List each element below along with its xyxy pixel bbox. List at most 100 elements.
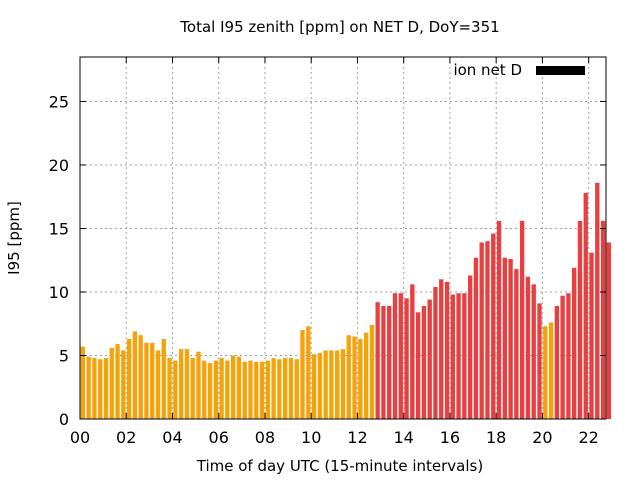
bar [392, 293, 398, 419]
bar [485, 241, 490, 419]
bar [502, 257, 507, 419]
bar [335, 350, 340, 419]
bar [132, 331, 138, 419]
bar [230, 355, 236, 419]
bar [519, 220, 525, 419]
bar [323, 350, 328, 419]
y-tick-label: 5 [59, 346, 69, 365]
bar [155, 350, 161, 419]
bar [491, 233, 496, 419]
bar [126, 338, 132, 419]
bar [271, 358, 276, 419]
bar [496, 220, 502, 419]
bar [86, 356, 91, 419]
bar [173, 360, 178, 419]
bar [398, 293, 403, 419]
bar [583, 192, 588, 419]
bar [381, 305, 386, 419]
x-tick-label: 20 [532, 428, 552, 447]
bar [277, 359, 282, 419]
bar [207, 363, 213, 419]
x-tick-label: 16 [440, 428, 460, 447]
x-tick-label: 14 [394, 428, 414, 447]
bar [265, 360, 270, 419]
bar [508, 258, 513, 419]
bar [213, 360, 218, 419]
bar [184, 349, 190, 419]
ticks-layer: 0 5 10 15 20 25 00 02 04 06 08 10 12 14 16 18 20 22 [49, 57, 606, 447]
y-tick-label: 10 [49, 283, 69, 302]
bar [340, 349, 346, 419]
x-tick-label: 18 [486, 428, 506, 447]
bar [387, 305, 392, 419]
bar [589, 252, 594, 419]
bar [236, 356, 242, 419]
chart-title: Total I95 zenith [ppm] on NET D, DoY=351 [179, 18, 499, 36]
bar [433, 286, 438, 419]
bar [248, 360, 253, 419]
bar [144, 342, 149, 419]
x-tick-label: 00 [70, 428, 90, 447]
bar [98, 359, 103, 419]
bar [150, 342, 155, 419]
bar [450, 294, 455, 419]
y-tick-label: 25 [49, 92, 69, 111]
plot-frame [79, 56, 607, 420]
bar [329, 350, 334, 419]
bar [202, 360, 207, 419]
y-tick-label: 20 [49, 156, 69, 175]
bar [439, 279, 444, 419]
bars-layer [80, 182, 612, 419]
bar [600, 220, 606, 419]
bar [410, 284, 415, 419]
bar [560, 295, 565, 419]
legend-swatch [536, 66, 585, 75]
bar [288, 358, 294, 419]
bar [109, 347, 114, 419]
bar [456, 293, 461, 419]
bar [421, 305, 427, 419]
bar [548, 322, 554, 419]
bar [121, 350, 126, 419]
bar [369, 325, 375, 419]
bar [537, 303, 542, 419]
x-tick-label: 06 [209, 428, 229, 447]
bar [358, 338, 363, 419]
bar [219, 358, 224, 419]
bar [92, 358, 97, 419]
grid-layer [80, 57, 606, 419]
bar [254, 361, 259, 419]
bar [115, 344, 120, 419]
bar [138, 335, 143, 419]
bar [259, 361, 265, 419]
bar [577, 220, 583, 419]
y-tick-label: 0 [59, 410, 69, 429]
x-tick-label: 02 [116, 428, 136, 447]
bar [306, 326, 311, 419]
bar [462, 293, 467, 419]
bar [346, 335, 351, 419]
bar [196, 351, 201, 419]
x-tick-label: 22 [578, 428, 598, 447]
bar [294, 359, 299, 419]
bar [531, 284, 536, 419]
bar [300, 330, 305, 419]
bar [543, 326, 548, 419]
bar [103, 358, 109, 419]
bar [595, 182, 600, 419]
bar [572, 267, 577, 419]
bar [225, 360, 230, 419]
bar [161, 338, 166, 419]
x-tick-label: 08 [255, 428, 275, 447]
bar [352, 336, 357, 419]
bar [444, 281, 450, 419]
x-tick-label: 10 [301, 428, 321, 447]
bar [514, 269, 519, 419]
bar [190, 358, 195, 419]
bar [317, 352, 323, 419]
bar [404, 298, 409, 419]
bar [375, 302, 380, 419]
bar [80, 346, 86, 419]
legend: ion net D [453, 61, 585, 79]
